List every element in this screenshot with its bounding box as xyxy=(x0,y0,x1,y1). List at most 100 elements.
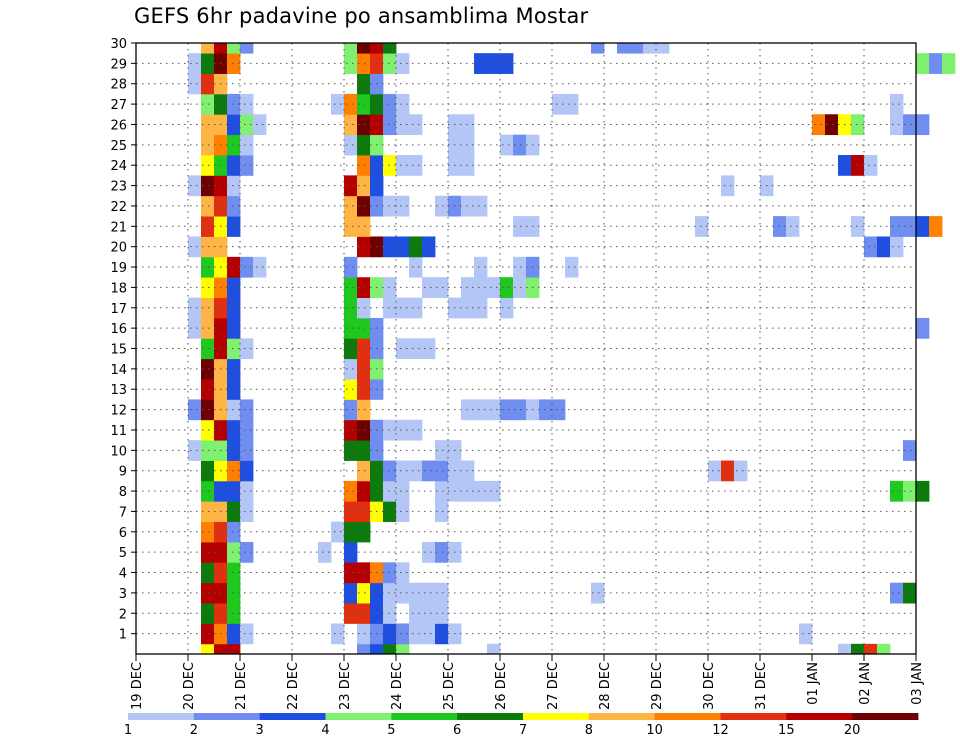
heatmap-cell xyxy=(331,521,345,543)
colorbar-tick-label: 6 xyxy=(453,723,461,738)
heatmap-cell xyxy=(344,216,358,237)
heatmap-cell xyxy=(227,643,241,655)
colorbar-legend: 1 2 3 4 5 6 7 8 10 12 15 20 xyxy=(124,713,919,738)
heatmap-cell xyxy=(227,155,241,176)
heatmap-cell xyxy=(734,460,748,482)
heatmap-cell xyxy=(487,277,501,298)
heatmap-cell xyxy=(461,480,475,502)
colorbar-swatch xyxy=(852,713,919,720)
x-tick-label: 24 DEC xyxy=(390,662,405,710)
heatmap-cell xyxy=(201,379,215,400)
y-tick-label: 24 xyxy=(110,159,127,174)
colorbar-tick-label: 4 xyxy=(321,723,329,738)
heatmap-cell xyxy=(188,73,202,95)
heatmap-cell xyxy=(877,643,891,655)
heatmap-cell xyxy=(409,603,423,624)
heatmap-cell xyxy=(890,216,904,237)
x-tick-label: 27 DEC xyxy=(546,662,561,710)
heatmap-cell xyxy=(357,73,371,95)
heatmap-cell xyxy=(409,114,423,136)
y-tick-label: 25 xyxy=(110,139,127,154)
heatmap-cell xyxy=(383,480,397,502)
heatmap-cell xyxy=(487,399,501,421)
heatmap-cell xyxy=(409,297,423,319)
heatmap-cell xyxy=(344,501,358,523)
heatmap-cell xyxy=(396,562,410,584)
heatmap-cell xyxy=(201,501,215,523)
heatmap-cell xyxy=(409,582,423,604)
heatmap-cell xyxy=(227,399,241,421)
heatmap-cell xyxy=(240,460,254,482)
grid-lines xyxy=(136,43,916,654)
heatmap-cell xyxy=(188,317,202,339)
heatmap-cell xyxy=(357,379,371,400)
heatmap-cell xyxy=(383,277,397,298)
heatmap-cell xyxy=(201,216,215,237)
colorbar-swatch xyxy=(193,713,261,720)
heatmap-cell xyxy=(344,399,358,421)
heatmap-cell xyxy=(383,114,397,136)
heatmap-cell xyxy=(903,480,917,502)
heatmap-cell xyxy=(916,216,930,237)
x-tick-label: 25 DEC xyxy=(442,662,457,710)
heatmap-cell xyxy=(214,643,228,655)
heatmap-cell xyxy=(396,582,410,604)
heatmap-cell xyxy=(409,256,423,278)
heatmap-cell xyxy=(370,43,384,54)
heatmap-cell xyxy=(344,419,358,441)
colorbar-tick-label: 2 xyxy=(190,723,198,738)
heatmap-cell xyxy=(656,43,670,54)
heatmap-cell xyxy=(227,582,241,604)
heatmap-cell xyxy=(916,114,930,136)
heatmap-cell xyxy=(357,440,371,461)
heatmap-cells xyxy=(188,43,956,655)
heatmap-cell xyxy=(201,317,215,339)
heatmap-cell xyxy=(903,216,917,237)
heatmap-cell xyxy=(201,297,215,319)
y-tick-label: 6 xyxy=(119,526,127,541)
heatmap-cell xyxy=(344,134,358,156)
heatmap-cell xyxy=(474,297,488,319)
heatmap-cell xyxy=(227,419,241,441)
heatmap-cell xyxy=(201,399,215,421)
heatmap-cell xyxy=(435,501,449,523)
y-tick-label: 21 xyxy=(110,220,127,235)
heatmap-cell xyxy=(903,582,917,604)
heatmap-cell xyxy=(201,114,215,136)
heatmap-cell xyxy=(188,53,202,74)
heatmap-cell xyxy=(461,134,475,156)
heatmap-cell xyxy=(357,460,371,482)
heatmap-cell xyxy=(383,460,397,482)
y-tick-label: 29 xyxy=(110,57,127,72)
heatmap-cell xyxy=(240,93,254,115)
heatmap-cell xyxy=(409,623,423,645)
heatmap-cell xyxy=(474,277,488,298)
x-tick-label: 02 JAN xyxy=(858,662,873,705)
heatmap-cell xyxy=(487,53,501,74)
heatmap-cell xyxy=(227,256,241,278)
x-tick-label: 29 DEC xyxy=(650,662,665,710)
heatmap-cell xyxy=(409,155,423,176)
heatmap-cell xyxy=(461,399,475,421)
heatmap-cell xyxy=(227,358,241,380)
heatmap-cell xyxy=(344,562,358,584)
heatmap-cell xyxy=(396,338,410,360)
heatmap-cell xyxy=(591,43,605,54)
heatmap-cell xyxy=(201,155,215,176)
heatmap-cell xyxy=(357,216,371,237)
heatmap-cell xyxy=(214,43,228,54)
heatmap-cell xyxy=(344,603,358,624)
heatmap-cell xyxy=(630,43,644,54)
heatmap-cell xyxy=(240,501,254,523)
heatmap-cell xyxy=(227,134,241,156)
heatmap-cell xyxy=(513,216,527,237)
heatmap-cell xyxy=(227,338,241,360)
heatmap-cell xyxy=(357,338,371,360)
heatmap-cell xyxy=(396,419,410,441)
heatmap-cell xyxy=(422,541,436,563)
heatmap-cell xyxy=(422,236,436,258)
heatmap-cell xyxy=(227,623,241,645)
heatmap-cell xyxy=(409,419,423,441)
y-tick-label: 11 xyxy=(110,424,127,439)
x-tick-label: 31 DEC xyxy=(754,662,769,710)
